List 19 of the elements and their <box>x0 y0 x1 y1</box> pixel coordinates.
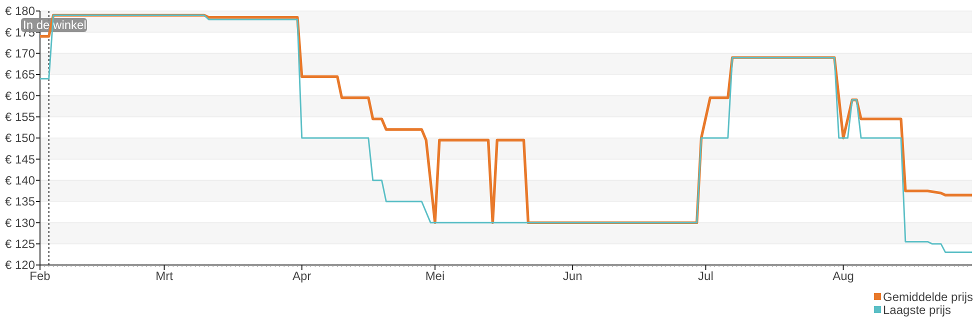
y-tick-label: € 165 <box>4 68 36 82</box>
legend-label: Laagste prijs <box>883 303 952 317</box>
y-tick-label: € 125 <box>4 237 36 252</box>
x-tick-label: Apr <box>292 269 312 283</box>
y-tick-label: € 160 <box>4 88 36 103</box>
y-tick-label: € 140 <box>4 174 36 188</box>
y-tick-label: € 180 <box>4 4 36 18</box>
x-tick-label: Aug <box>832 269 854 283</box>
y-tick-label: € 145 <box>4 152 36 166</box>
x-tick-label: Jul <box>698 269 714 283</box>
y-tick-label: € 135 <box>4 194 36 209</box>
x-tick-label: Mrt <box>156 269 174 283</box>
x-tick-label: Jun <box>562 269 582 283</box>
y-tick-label: € 130 <box>4 216 36 230</box>
legend-label: Gemiddelde prijs <box>883 290 974 304</box>
y-tick-label: € 155 <box>4 110 36 124</box>
y-tick-label: € 150 <box>4 131 36 146</box>
x-tick-label: Mei <box>425 269 445 283</box>
y-tick-label: € 170 <box>4 46 36 61</box>
